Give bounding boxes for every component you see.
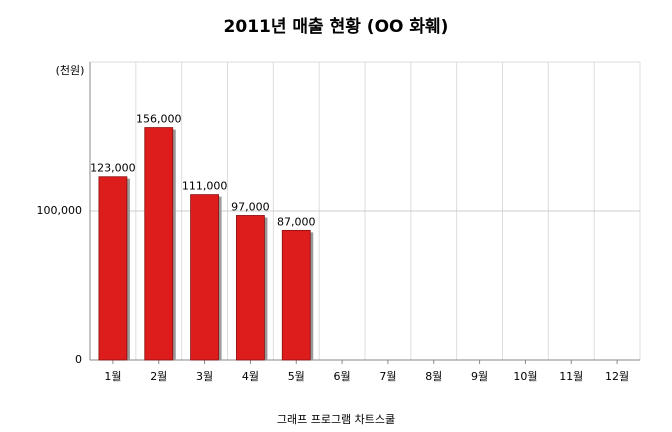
data-label: 156,000 [136,113,182,126]
chart-title: 2011년 매출 현황 (OO 화훼) [224,17,449,37]
x-tick-label: 4월 [242,370,259,383]
data-label: 123,000 [90,162,136,175]
y-tick-label: 100,000 [37,204,83,217]
x-tick-label: 7월 [379,370,396,383]
x-tick-label: 12월 [605,370,629,383]
x-tick-label: 10월 [513,370,537,383]
data-label: 111,000 [182,180,228,193]
x-tick-label: 9월 [471,370,488,383]
x-tick-label: 1월 [104,370,121,383]
x-tick-label: 6월 [334,370,351,383]
x-tick-label: 3월 [196,370,213,383]
data-label: 87,000 [277,215,316,228]
y-unit-label: (천원) [56,63,85,77]
x-tick-label: 8월 [425,370,442,383]
bar [190,194,219,361]
bar [98,176,128,361]
x-tick-label: 5월 [288,370,305,383]
x-tick-label: 2월 [150,370,167,383]
x-axis-label: 그래프 프로그램 차트스쿨 [277,413,395,426]
bar [281,229,311,361]
data-label: 97,000 [231,200,270,213]
y-tick-label: 0 [75,353,82,366]
x-tick-label: 11월 [559,370,583,383]
bar [236,215,265,361]
bar [144,127,174,361]
